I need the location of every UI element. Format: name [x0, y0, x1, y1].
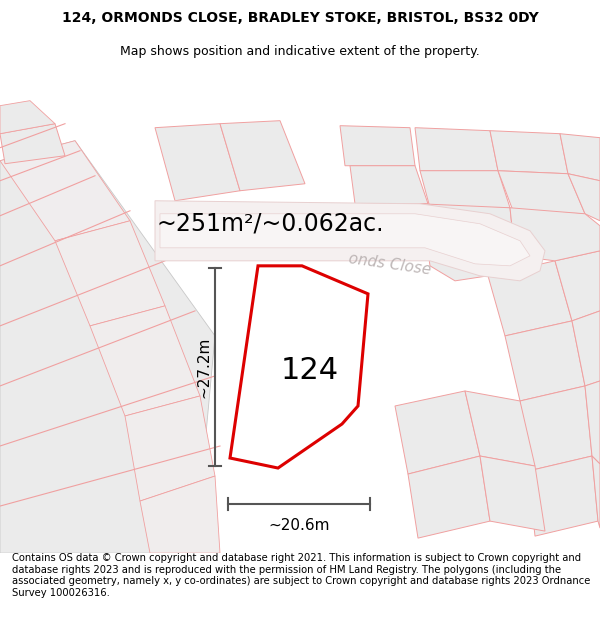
Polygon shape	[560, 134, 600, 181]
Polygon shape	[510, 208, 600, 261]
Text: ~27.2m: ~27.2m	[196, 336, 211, 398]
Polygon shape	[408, 456, 490, 538]
Polygon shape	[465, 391, 535, 466]
Polygon shape	[0, 124, 65, 164]
Text: ~251m²/~0.062ac.: ~251m²/~0.062ac.	[156, 212, 384, 236]
Polygon shape	[505, 321, 585, 401]
Polygon shape	[415, 127, 498, 171]
Polygon shape	[420, 204, 515, 281]
Polygon shape	[520, 386, 592, 471]
Polygon shape	[420, 171, 510, 208]
Polygon shape	[0, 101, 55, 134]
Polygon shape	[585, 381, 600, 464]
Polygon shape	[160, 214, 530, 266]
Text: Map shows position and indicative extent of the property.: Map shows position and indicative extent…	[120, 45, 480, 58]
Polygon shape	[340, 126, 415, 166]
Polygon shape	[528, 456, 598, 536]
Polygon shape	[0, 141, 130, 241]
Polygon shape	[155, 124, 240, 201]
Polygon shape	[350, 166, 428, 204]
Polygon shape	[490, 131, 568, 174]
Polygon shape	[125, 396, 215, 501]
Polygon shape	[0, 141, 215, 553]
Polygon shape	[220, 121, 305, 191]
Polygon shape	[480, 456, 545, 531]
Text: 124: 124	[281, 356, 339, 386]
Text: onds Close: onds Close	[348, 251, 432, 277]
Polygon shape	[155, 201, 545, 281]
Polygon shape	[488, 261, 572, 336]
Text: Contains OS data © Crown copyright and database right 2021. This information is : Contains OS data © Crown copyright and d…	[12, 553, 590, 598]
Polygon shape	[230, 266, 368, 468]
Polygon shape	[395, 391, 480, 474]
Polygon shape	[140, 476, 220, 553]
Polygon shape	[568, 174, 600, 221]
Polygon shape	[498, 171, 585, 214]
Polygon shape	[55, 221, 165, 326]
Polygon shape	[592, 456, 600, 528]
Text: 124, ORMONDS CLOSE, BRADLEY STOKE, BRISTOL, BS32 0DY: 124, ORMONDS CLOSE, BRADLEY STOKE, BRIST…	[62, 11, 538, 26]
Polygon shape	[555, 251, 600, 321]
Polygon shape	[572, 311, 600, 386]
Text: ~20.6m: ~20.6m	[268, 518, 330, 533]
Polygon shape	[90, 306, 200, 416]
